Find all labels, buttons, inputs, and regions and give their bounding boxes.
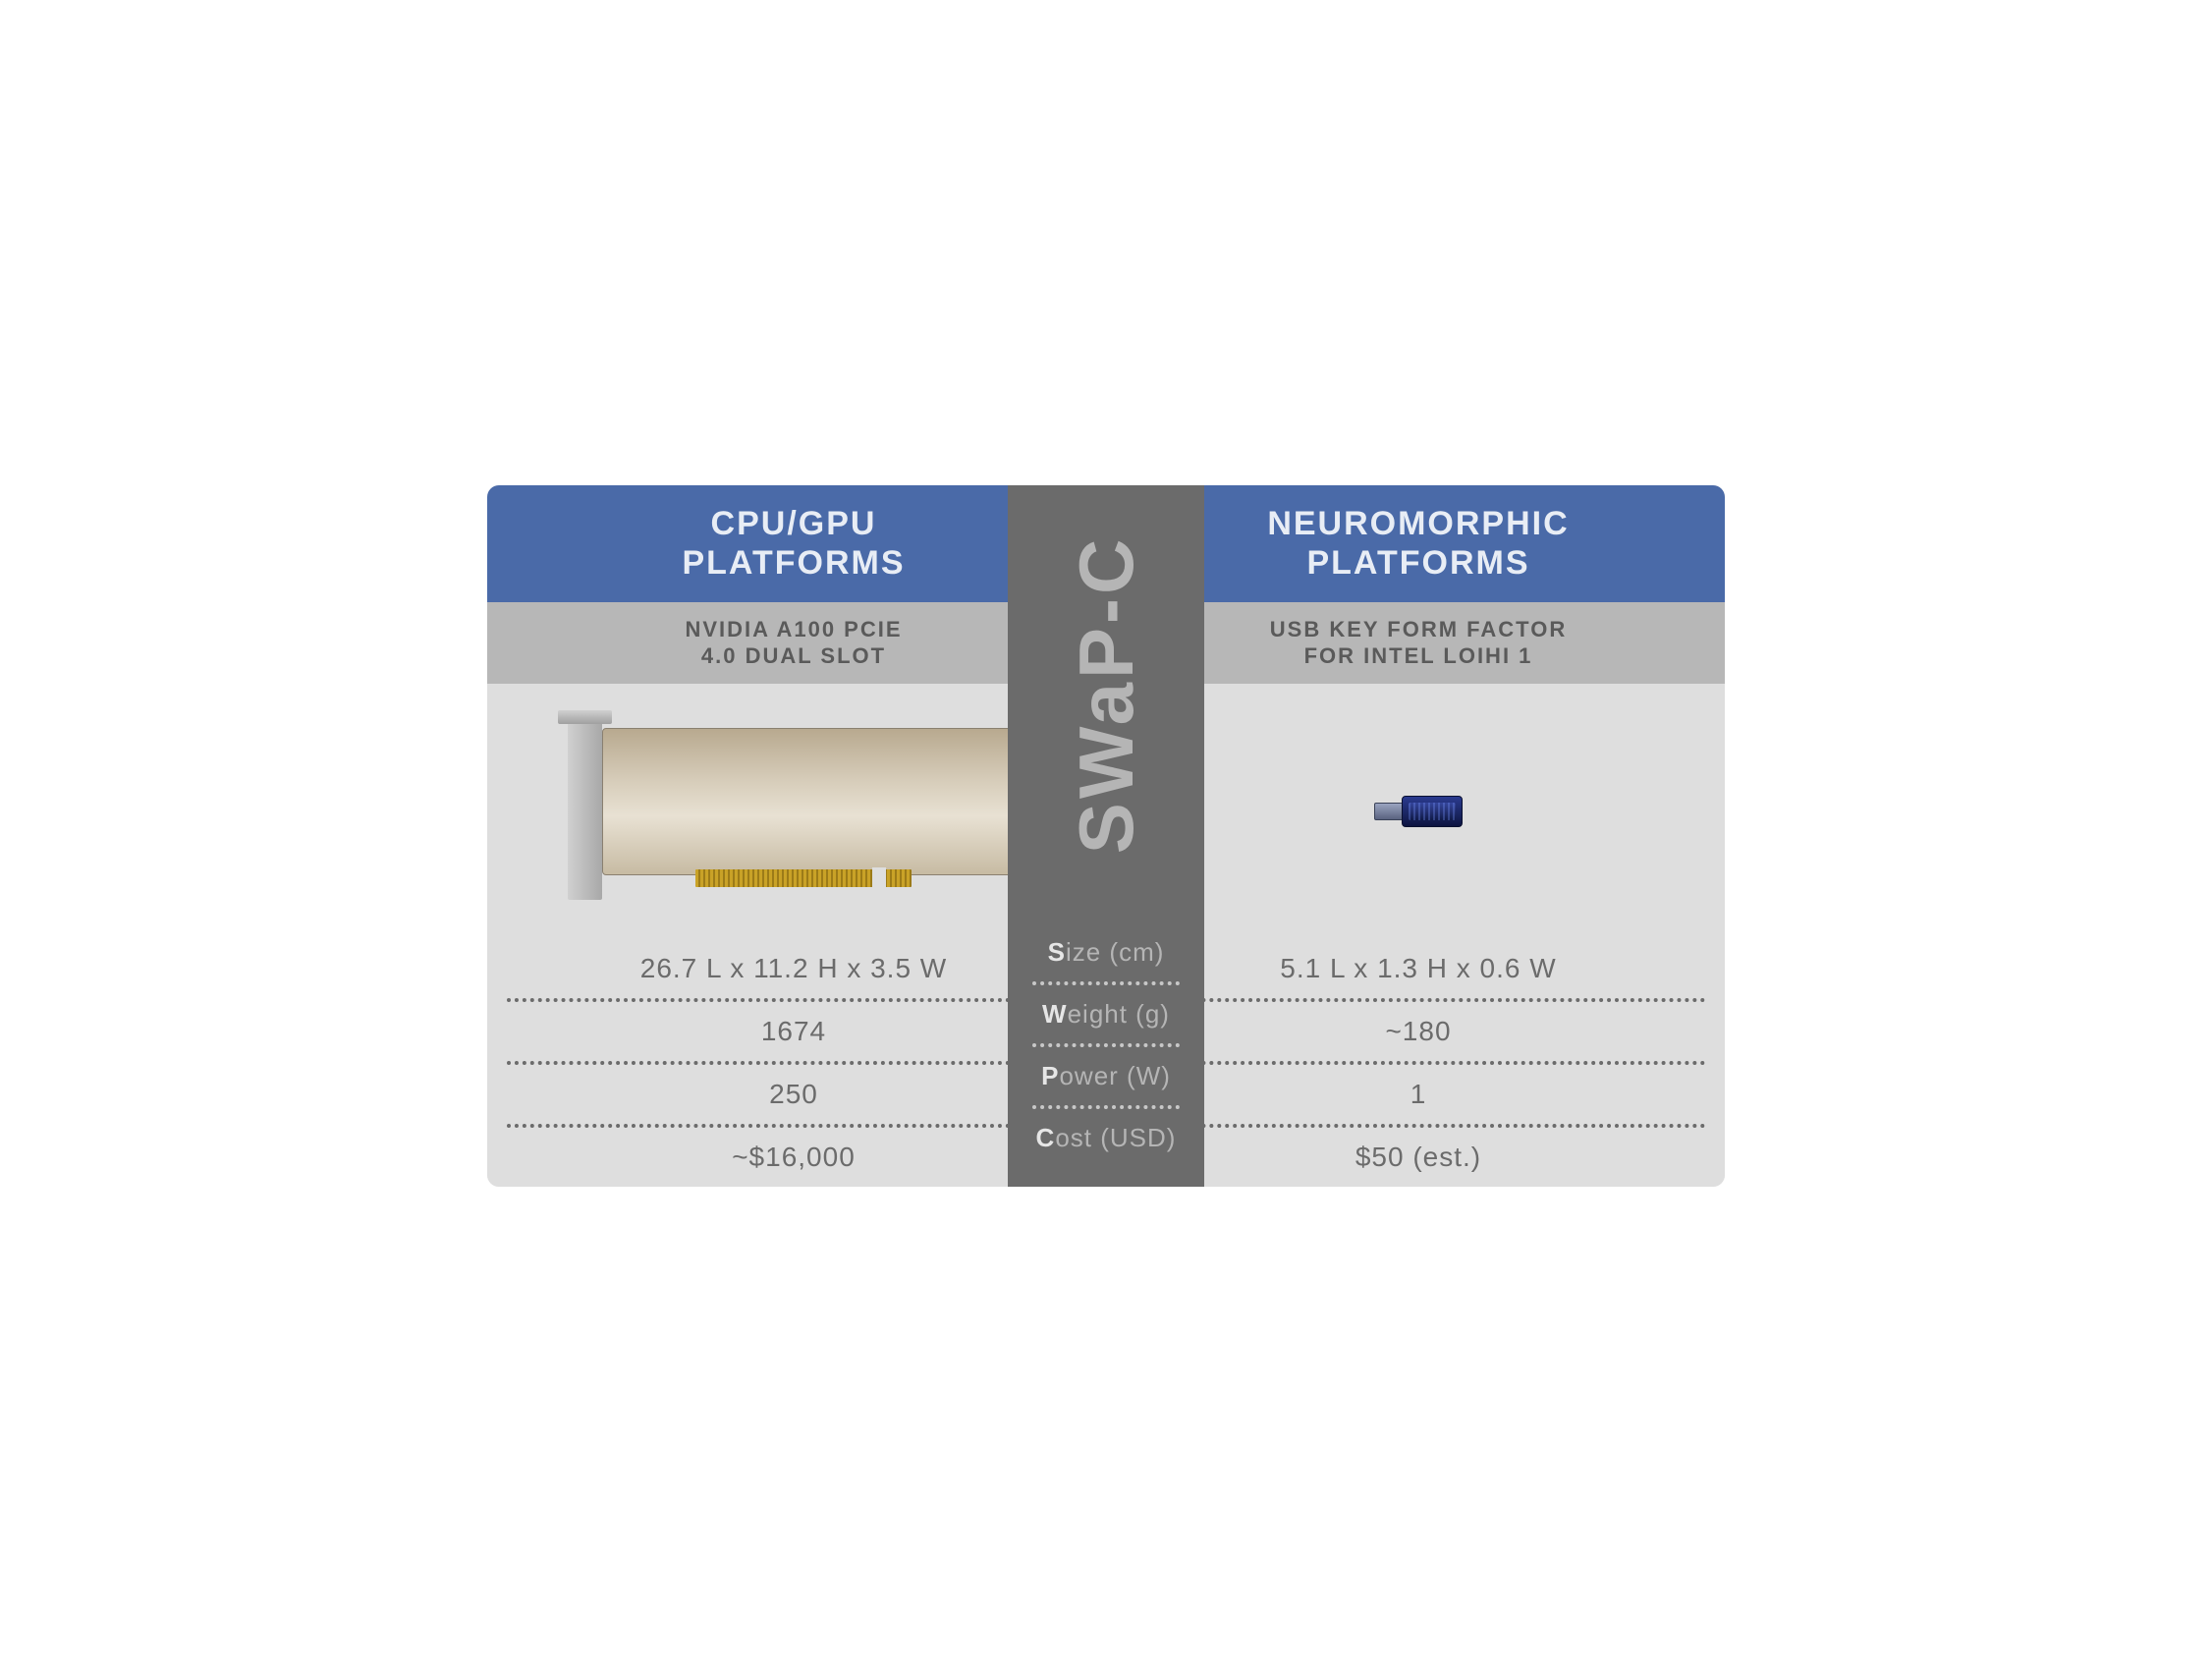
center-power-lead: P [1041,1061,1059,1090]
left-sub-line1: NVIDIA A100 PCIE [497,616,1090,643]
center-size-rest: ize (cm) [1066,937,1164,967]
center-weight: Weight (g) [1008,985,1204,1043]
center-weight-lead: W [1042,999,1068,1029]
center-power: Power (W) [1008,1047,1204,1105]
center-size: Size (cm) [1008,923,1204,981]
left-sub-line2: 4.0 DUAL SLOT [497,642,1090,670]
usb-key-icon [1374,796,1463,827]
comparison-infographic: CPU/GPU PLATFORMS NVIDIA A100 PCIE 4.0 D… [487,485,1725,1186]
center-size-lead: S [1048,937,1066,967]
right-sub-line1: USB KEY FORM FACTOR [1122,616,1715,643]
left-header-line1: CPU/GPU [497,505,1090,543]
center-strip: SWaP-C Size (cm) Weight (g) Power (W) Co… [1008,485,1204,1186]
center-cost-rest: ost (USD) [1055,1123,1176,1152]
center-cost-lead: C [1036,1123,1056,1152]
right-header-line2: PLATFORMS [1122,544,1715,583]
swap-c-label: SWaP-C [1062,485,1151,922]
center-weight-rest: eight (g) [1068,999,1170,1029]
right-sub-line2: FOR INTEL LOIHI 1 [1122,642,1715,670]
right-header-line1: NEUROMORPHIC [1122,505,1715,543]
left-header-line2: PLATFORMS [497,544,1090,583]
gpu-card-icon [568,718,1020,905]
center-cost: Cost (USD) [1008,1109,1204,1167]
center-power-rest: ower (W) [1059,1061,1170,1090]
